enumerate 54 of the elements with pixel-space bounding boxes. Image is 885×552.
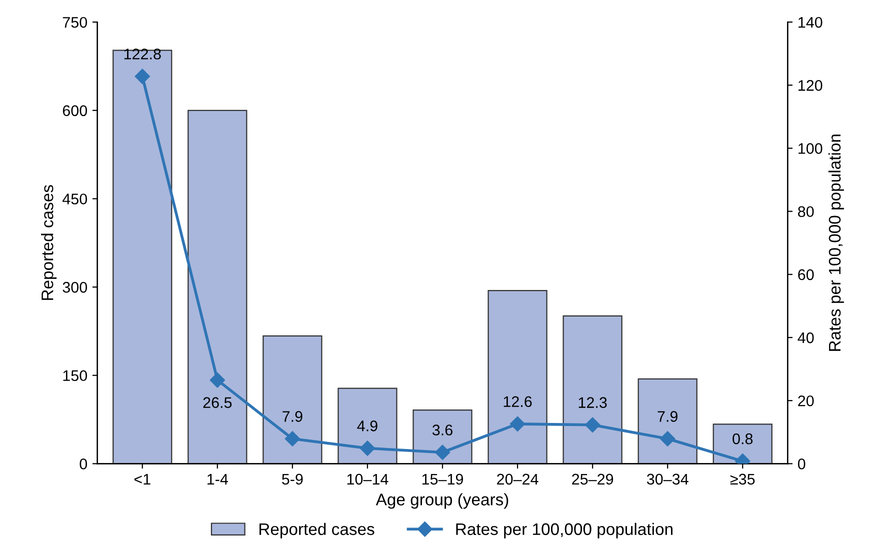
y2-tick-label: 60	[798, 269, 814, 280]
y-tick-label: 300	[62, 282, 88, 293]
y-tick-label: 600	[62, 105, 88, 116]
bar	[262, 335, 322, 464]
y2-axis-title: Rates per 100,000 population	[828, 134, 844, 351]
y2-tick-label: 100	[798, 143, 822, 154]
y2-tick-label: 20	[798, 395, 814, 406]
y2-tick-label: 40	[798, 332, 814, 344]
bar	[412, 410, 472, 464]
point	[434, 444, 450, 460]
point	[134, 68, 150, 84]
x-tick-label: 20–24	[497, 474, 538, 485]
x-tick-label: 10–14	[347, 474, 388, 485]
y2-tick-label: 0	[798, 458, 806, 470]
x-tick-label: 5-9	[282, 474, 303, 485]
bar	[338, 388, 398, 464]
x-tick-label: 25–29	[572, 474, 614, 485]
y-axis-title: Reported cases	[41, 185, 57, 300]
bar	[712, 424, 772, 464]
data-label: 4.9	[357, 420, 378, 432]
point	[210, 372, 225, 388]
x-tick-label: ≥35	[730, 474, 755, 485]
data-label: 12.3	[578, 397, 607, 408]
x-tick-label: 1-4	[208, 474, 228, 484]
y-tick-label: 150	[63, 370, 88, 382]
point	[660, 431, 676, 446]
data-label: 7.9	[658, 411, 678, 422]
data-label: 0.8	[732, 433, 753, 444]
legend-label: Rates per 100,000 population	[456, 522, 672, 538]
legend-label: Reported cases	[260, 522, 374, 538]
x-tick-label: 15–19	[422, 474, 464, 485]
bar	[112, 50, 172, 464]
bar	[562, 315, 622, 464]
data-label: 7.9	[282, 411, 302, 422]
y2-tick-label: 140	[798, 16, 822, 28]
bar	[488, 290, 548, 464]
x-tick-label: <1	[134, 474, 150, 484]
point	[284, 431, 300, 446]
y-tick-label: 450	[62, 194, 88, 204]
y2-tick-label: 80	[798, 206, 814, 218]
bar	[638, 378, 698, 464]
y-tick-label: 750	[62, 16, 88, 28]
point	[510, 416, 526, 432]
bar	[188, 110, 248, 464]
x-axis-title: Age group (years)	[376, 493, 508, 509]
y2-tick-label: 120	[798, 80, 822, 91]
data-label: 26.5	[203, 397, 232, 408]
y-tick-label: 0	[80, 458, 88, 470]
data-label: 12.6	[504, 396, 532, 408]
x-tick-label: 30–34	[646, 474, 688, 485]
data-label: 122.8	[124, 48, 161, 60]
point	[584, 417, 600, 432]
point	[360, 440, 376, 456]
data-label: 3.6	[432, 424, 452, 436]
